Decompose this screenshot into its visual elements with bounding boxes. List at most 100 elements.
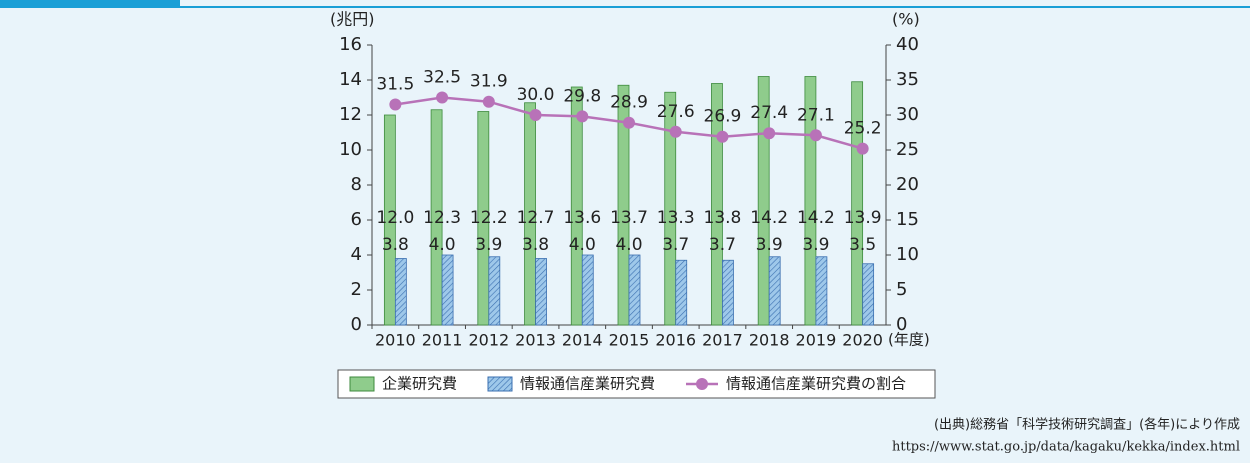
data-label: 3.7 — [709, 235, 736, 255]
data-label: 13.7 — [610, 208, 648, 228]
x-tick-label: 2015 — [609, 331, 650, 350]
data-label: 30.0 — [517, 85, 555, 105]
legend-swatch — [487, 376, 513, 392]
bar — [570, 86, 583, 326]
bar — [628, 254, 641, 326]
bar — [851, 81, 864, 326]
data-label: 3.9 — [756, 235, 783, 255]
y2-tick-label: 25 — [896, 139, 919, 160]
x-tick-label: 2012 — [468, 331, 509, 350]
x-tick-label: 2013 — [515, 331, 556, 350]
x-tick-label: 2019 — [796, 331, 837, 350]
y-axis-label: (兆円) — [330, 10, 375, 29]
legend-label: 情報通信産業研究費の割合 — [726, 375, 906, 393]
bar — [477, 111, 490, 326]
data-label: 31.9 — [470, 72, 508, 92]
data-label: 4.0 — [569, 235, 596, 255]
bar — [524, 102, 536, 326]
bar — [664, 91, 677, 326]
y2-tick-label: 30 — [896, 104, 919, 125]
data-label: 25.2 — [844, 119, 882, 139]
line-marker — [716, 130, 729, 143]
line-marker — [576, 110, 589, 123]
data-label: 3.8 — [522, 235, 549, 255]
line-marker — [529, 109, 542, 121]
data-label: 27.6 — [657, 102, 695, 122]
data-label: 3.7 — [662, 235, 689, 255]
bar — [430, 109, 443, 326]
data-label: 27.4 — [750, 103, 788, 123]
line-marker — [856, 142, 869, 155]
x-tick-label: 2020 — [842, 331, 883, 350]
data-label: 29.8 — [563, 86, 601, 106]
bar — [581, 254, 594, 326]
bar — [383, 114, 396, 326]
legend-label: 企業研究費 — [382, 375, 457, 393]
data-label: 3.5 — [849, 235, 876, 255]
x-tick-label: 2018 — [749, 331, 790, 350]
line-marker — [809, 129, 822, 142]
data-label: 12.7 — [517, 208, 555, 228]
data-label: 27.1 — [797, 105, 835, 125]
y-tick-label: 4 — [351, 244, 362, 265]
bar — [862, 263, 875, 326]
data-label: 26.9 — [704, 107, 742, 127]
x-tick-label: 2014 — [562, 331, 603, 350]
y-tick-label: 14 — [339, 69, 362, 90]
bar — [394, 258, 407, 326]
data-label: 4.0 — [615, 235, 642, 255]
legend-swatch — [349, 376, 375, 392]
legend-marker — [696, 378, 708, 390]
x-axis-label: (年度) — [888, 331, 930, 349]
data-label: 13.8 — [704, 208, 742, 228]
bar — [488, 256, 501, 326]
header-tab — [0, 0, 180, 8]
line-marker — [436, 91, 449, 104]
data-label: 12.0 — [376, 208, 414, 228]
y2-tick-label: 15 — [896, 209, 919, 230]
data-label: 13.6 — [563, 208, 601, 228]
data-label: 31.5 — [376, 75, 414, 95]
line-marker — [623, 116, 635, 129]
bar — [535, 258, 547, 326]
header-line — [0, 6, 1250, 8]
data-label: 32.5 — [423, 68, 461, 88]
y2-tick-label: 20 — [896, 174, 919, 195]
y-tick-label: 0 — [351, 314, 362, 335]
y-tick-label: 6 — [351, 209, 362, 230]
data-label: 12.3 — [423, 208, 461, 228]
bar — [617, 84, 630, 326]
line-marker — [763, 127, 776, 140]
data-label: 3.8 — [382, 235, 409, 255]
x-tick-label: 2016 — [655, 331, 696, 350]
source: (出典)総務省「科学技術研究調査」(各年)により作成 — [934, 417, 1240, 433]
line-marker — [669, 125, 682, 138]
data-label: 3.9 — [475, 235, 502, 255]
legend-label: 情報通信産業研究費 — [520, 375, 655, 393]
x-tick-label: 2017 — [702, 331, 743, 350]
data-label: 12.2 — [470, 208, 508, 228]
y-tick-label: 2 — [351, 279, 362, 300]
legend-box — [337, 369, 936, 399]
bar — [441, 254, 454, 326]
x-tick-label: 2010 — [375, 331, 416, 350]
line-marker — [389, 98, 402, 111]
data-label: 13.9 — [844, 208, 882, 228]
y-tick-label: 16 — [339, 34, 362, 55]
y2-tick-label: 35 — [896, 69, 919, 90]
y-tick-label: 12 — [339, 104, 362, 125]
line-marker — [482, 95, 495, 108]
bar — [757, 76, 770, 326]
data-label: 28.9 — [610, 93, 648, 113]
data-label: 3.9 — [802, 235, 829, 255]
y2-tick-label: 40 — [896, 34, 919, 55]
bar — [815, 256, 828, 326]
y-tick-label: 8 — [351, 174, 362, 195]
data-label: 13.3 — [657, 208, 695, 228]
y2-tick-label: 5 — [896, 279, 907, 300]
y-tick-label: 10 — [339, 139, 362, 160]
bar — [711, 83, 723, 326]
bar — [768, 256, 781, 326]
